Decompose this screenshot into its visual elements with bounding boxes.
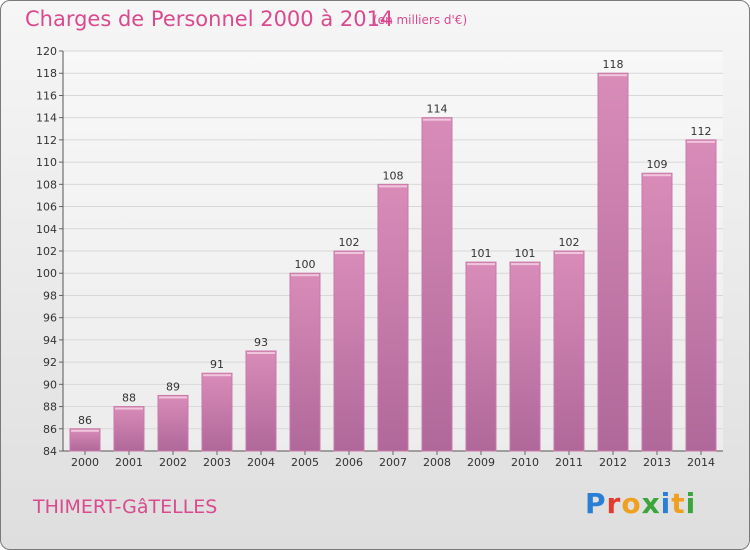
y-tick-label: 114 [36, 112, 57, 125]
bar [421, 117, 453, 452]
bar [509, 261, 541, 452]
data-label: 101 [515, 247, 536, 260]
y-tick-label: 110 [36, 156, 57, 169]
bar-highlight [511, 263, 539, 266]
bar-highlight [159, 396, 187, 399]
data-label: 93 [254, 336, 268, 349]
bar-highlight [643, 174, 671, 177]
data-label: 100 [295, 258, 316, 271]
bar-highlight [291, 274, 319, 277]
data-label: 109 [647, 158, 668, 171]
bar [113, 406, 145, 452]
x-tick-label: 2010 [511, 456, 539, 469]
bar [377, 183, 409, 452]
bar [553, 250, 585, 452]
bar [641, 172, 673, 452]
data-label: 112 [691, 125, 712, 138]
bar-highlight [335, 252, 363, 254]
data-label: 89 [166, 380, 180, 393]
x-tick-label: 2001 [115, 456, 143, 469]
y-tick-label: 100 [36, 267, 57, 280]
y-tick-label: 96 [43, 312, 57, 325]
bar [201, 372, 233, 452]
y-tick-label: 98 [43, 289, 57, 302]
y-tick-label: 94 [43, 334, 57, 347]
place-name: THIMERT-GâTELLES [33, 496, 218, 518]
chart-title: Charges de Personnel 2000 à 2014 [25, 7, 394, 31]
x-tick-label: 2012 [599, 456, 627, 469]
logo-letter: r [606, 487, 622, 520]
x-tick-label: 2013 [643, 456, 671, 469]
y-tick-label: 102 [36, 245, 57, 258]
y-tick-label: 116 [36, 89, 57, 102]
x-tick-label: 2002 [159, 456, 187, 469]
bar [289, 272, 321, 452]
data-label: 102 [339, 236, 360, 249]
data-label: 114 [427, 103, 448, 116]
bar-highlight [467, 263, 495, 266]
y-tick-label: 92 [43, 356, 57, 369]
y-tick-label: 88 [43, 401, 57, 414]
x-tick-label: 2006 [335, 456, 363, 469]
data-label: 102 [559, 236, 580, 249]
bar [69, 428, 101, 452]
y-tick-label: 108 [36, 178, 57, 191]
x-tick-label: 2005 [291, 456, 319, 469]
bar-highlight [599, 74, 627, 77]
y-tick-label: 106 [36, 201, 57, 214]
x-tick-label: 2008 [423, 456, 451, 469]
bar [333, 250, 365, 452]
bar [685, 139, 717, 452]
y-tick-label: 112 [36, 134, 57, 147]
x-tick-label: 2007 [379, 456, 407, 469]
bar-highlight [247, 352, 275, 354]
bar-highlight [71, 429, 99, 432]
data-label: 86 [78, 414, 92, 427]
bar-highlight [687, 140, 715, 143]
logo-letter: x [641, 487, 661, 520]
bar-highlight [203, 374, 231, 377]
data-label: 91 [210, 358, 224, 371]
y-tick-label: 90 [43, 378, 57, 391]
x-tick-label: 2011 [555, 456, 583, 469]
logo-letter: P [585, 487, 607, 520]
data-label: 88 [122, 392, 136, 405]
y-tick-label: 118 [36, 67, 57, 80]
bar [597, 72, 629, 452]
y-tick-label: 84 [43, 445, 57, 458]
bar [157, 394, 189, 452]
logo-letter: o [621, 487, 642, 520]
data-label: 101 [471, 247, 492, 260]
data-label: 118 [603, 58, 624, 71]
x-tick-label: 2014 [687, 456, 715, 469]
chart-subtitle: (en milliers d'€) [373, 13, 468, 27]
y-tick-label: 86 [43, 423, 57, 436]
bar-highlight [555, 252, 583, 254]
proxiti-logo: Proxiti [585, 487, 696, 520]
data-label: 108 [383, 169, 404, 182]
x-tick-label: 2004 [247, 456, 275, 469]
y-tick-label: 120 [36, 45, 57, 58]
bar [245, 350, 277, 452]
logo-letter: i [660, 487, 672, 520]
y-tick-label: 104 [36, 223, 57, 236]
bar-highlight [423, 118, 451, 121]
logo-letter: t [671, 487, 686, 520]
bar-highlight [115, 407, 143, 410]
x-tick-label: 2009 [467, 456, 495, 469]
bar [465, 261, 497, 452]
x-tick-label: 2000 [71, 456, 99, 469]
bar-highlight [379, 185, 407, 188]
x-tick-label: 2003 [203, 456, 231, 469]
logo-letter: i [685, 487, 697, 520]
